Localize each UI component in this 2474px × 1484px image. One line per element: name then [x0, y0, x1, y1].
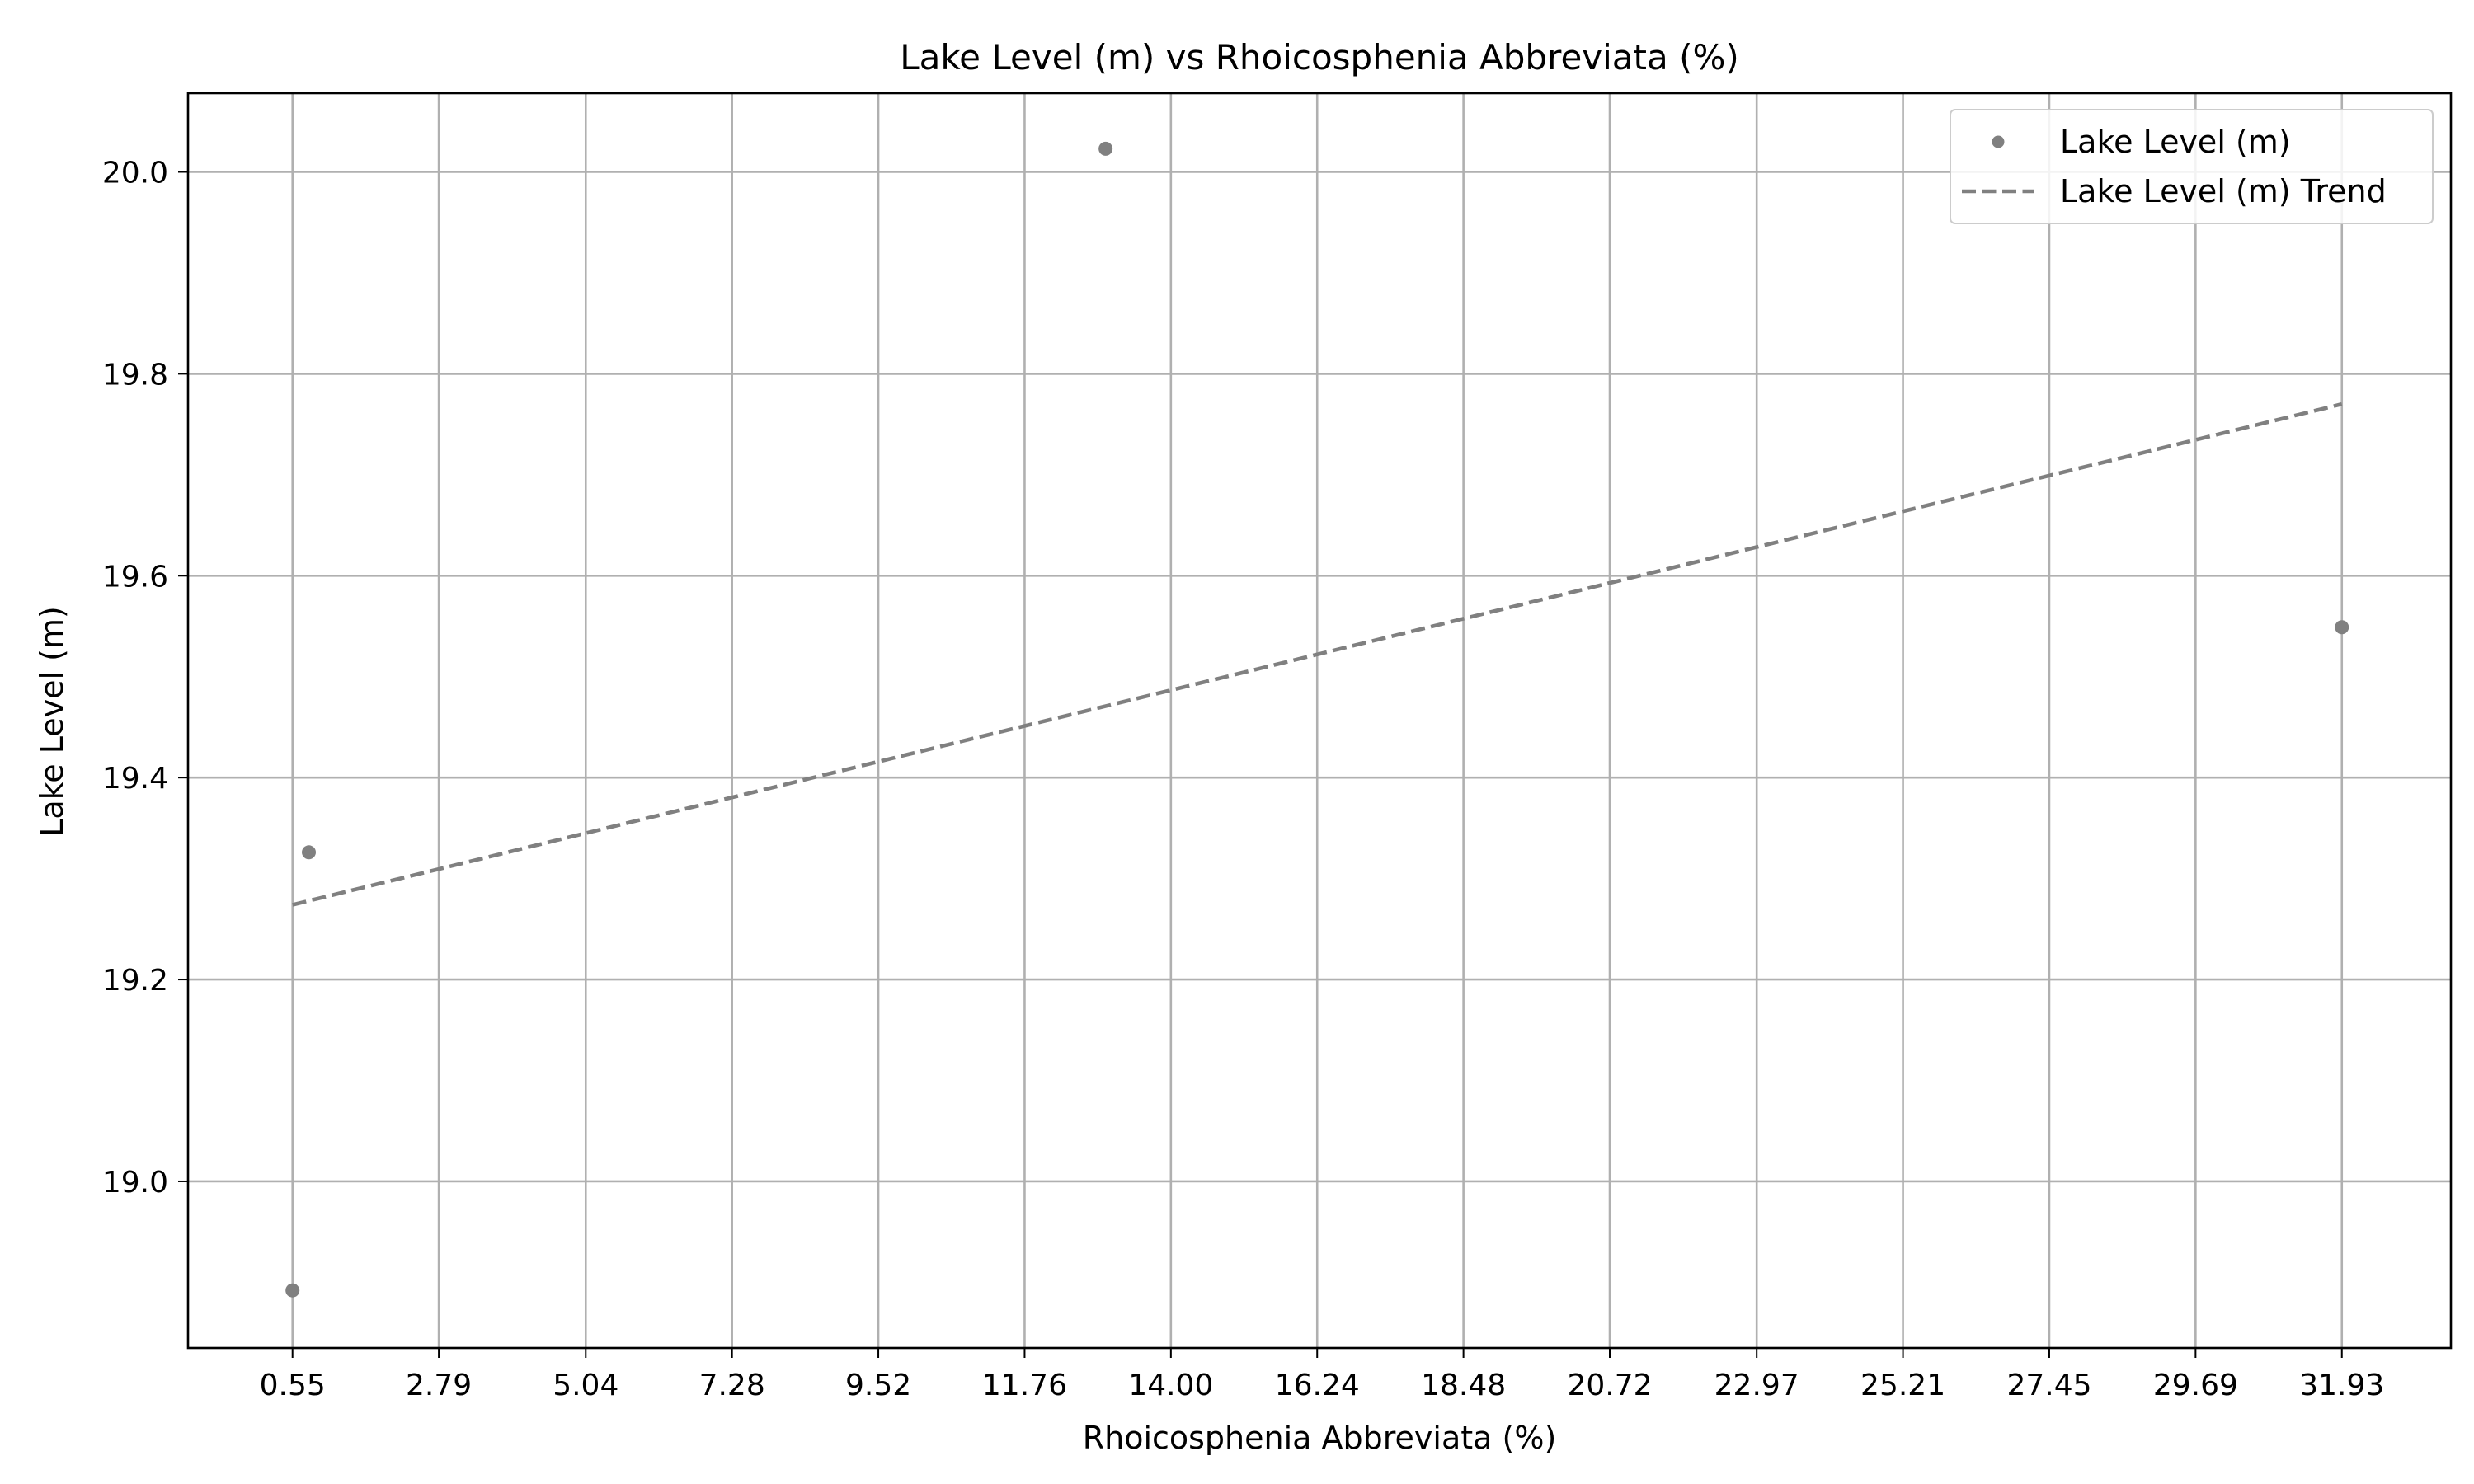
trend-layer: [292, 402, 2343, 907]
legend: Lake Level (m) Lake Level (m) Trend: [1950, 109, 2434, 224]
y-tick-label: 19.4: [102, 762, 168, 796]
x-tick-label: 16.24: [1275, 1369, 1360, 1402]
grid: [188, 93, 2451, 1348]
x-tick-label: 11.76: [982, 1369, 1067, 1402]
x-tick-label: 14.00: [1128, 1369, 1213, 1402]
points-layer: [285, 141, 2349, 1298]
x-tick-label: 27.45: [2006, 1369, 2091, 1402]
trend-line: [292, 402, 2343, 907]
data-point: [1098, 141, 1113, 156]
chart-title: Lake Level (m) vs Rhoicosphenia Abbrevia…: [900, 37, 1739, 77]
x-tick-label: 0.55: [260, 1369, 326, 1402]
legend-label-scatter: Lake Level (m): [2060, 124, 2291, 160]
data-point: [2335, 620, 2349, 635]
y-axis-ticks: 19.0 19.2 19.4 19.6 19.8 20.0: [102, 157, 188, 1200]
x-tick-label: 20.72: [1567, 1369, 1652, 1402]
data-point: [302, 845, 317, 860]
data-point: [285, 1283, 300, 1298]
x-tick-label: 5.04: [553, 1369, 618, 1402]
x-tick-label: 7.28: [699, 1369, 765, 1402]
x-tick-label: 9.52: [845, 1369, 911, 1402]
x-tick-label: 18.48: [1421, 1369, 1506, 1402]
y-tick-label: 19.2: [102, 964, 168, 998]
plot-frame: [186, 92, 2453, 1350]
x-tick-label: 29.69: [2153, 1369, 2238, 1402]
x-tick-label: 2.79: [406, 1369, 472, 1402]
x-tick-label: 25.21: [1860, 1369, 1945, 1402]
x-tick-label: 22.97: [1714, 1369, 1799, 1402]
x-axis-label: Rhoicosphenia Abbreviata (%): [1083, 1420, 1557, 1456]
x-tick-label: 31.93: [2299, 1369, 2384, 1402]
y-tick-label: 20.0: [102, 157, 168, 190]
legend-label-trend: Lake Level (m) Trend: [2060, 173, 2387, 209]
y-tick-label: 19.0: [102, 1166, 168, 1200]
legend-marker-scatter: [1992, 135, 2005, 148]
y-axis-label: Lake Level (m): [34, 606, 70, 837]
legend-box: [1950, 109, 2434, 224]
x-axis-ticks: 0.55 2.79 5.04 7.28 9.52 11.76 14.00 16.24 18.48…: [260, 1348, 2384, 1402]
y-tick-label: 19.8: [102, 358, 168, 392]
y-tick-label: 19.6: [102, 560, 168, 594]
